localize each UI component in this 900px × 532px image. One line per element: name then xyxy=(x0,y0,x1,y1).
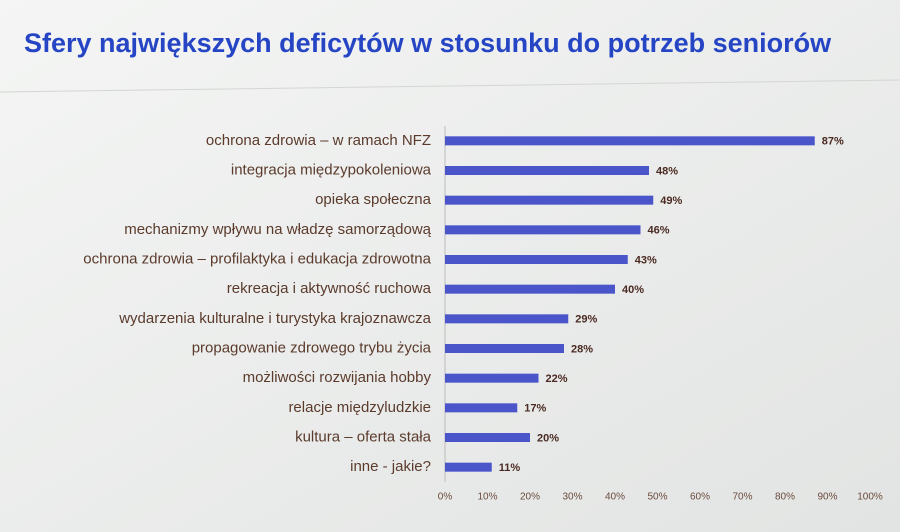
x-tick-label: 100% xyxy=(857,492,883,503)
x-tick-label: 50% xyxy=(647,492,667,503)
value-label: 48% xyxy=(656,165,678,177)
x-tick-label: 20% xyxy=(520,492,540,503)
x-tick-label: 30% xyxy=(562,492,582,503)
value-label: 28% xyxy=(571,343,593,355)
bar xyxy=(445,255,628,264)
category-label: ochrona zdrowia – w ramach NFZ xyxy=(206,132,431,149)
bar xyxy=(445,433,530,442)
category-label: wydarzenia kulturalne i turystyka krajoz… xyxy=(118,310,431,327)
x-tick-label: 80% xyxy=(775,492,795,503)
value-label: 17% xyxy=(524,403,546,415)
x-tick-label: 0% xyxy=(438,492,453,503)
value-label: 11% xyxy=(499,462,521,474)
x-tick-label: 10% xyxy=(477,492,497,503)
category-label: opieka społeczna xyxy=(315,191,432,208)
separator xyxy=(0,79,900,93)
value-label: 40% xyxy=(622,284,644,296)
category-label: mechanizmy wpływu na władzę samorządową xyxy=(124,221,431,238)
value-label: 87% xyxy=(822,136,844,148)
value-label: 20% xyxy=(537,432,559,444)
category-label: integracja międzypokoleniowa xyxy=(231,161,432,178)
category-label: kultura – oferta stała xyxy=(295,428,432,445)
bar xyxy=(445,284,615,294)
bar xyxy=(445,195,654,205)
bar xyxy=(445,225,641,235)
bar xyxy=(445,462,492,472)
category-label: inne - jakie? xyxy=(350,458,431,475)
bar xyxy=(445,166,649,175)
category-label: propagowanie zdrowego trybu życia xyxy=(192,339,432,356)
bar xyxy=(445,344,564,353)
bar xyxy=(445,403,518,413)
x-tick-label: 60% xyxy=(690,492,710,503)
value-label: 22% xyxy=(546,373,568,385)
value-label: 46% xyxy=(648,225,670,237)
category-label: rekreacja i aktywność ruchowa xyxy=(227,280,432,297)
value-label: 43% xyxy=(635,254,657,266)
value-label: 29% xyxy=(575,314,597,326)
category-label: relacje międzyludzkie xyxy=(288,399,431,416)
x-tick-label: 70% xyxy=(732,492,752,503)
x-tick-label: 40% xyxy=(605,492,625,503)
category-label: możliwości rozwijania hobby xyxy=(243,369,432,386)
chart-title: Sfery największych deficytów w stosunku … xyxy=(24,28,832,58)
value-label: 49% xyxy=(660,195,682,207)
category-label: ochrona zdrowia – profilaktyka i edukacj… xyxy=(83,250,431,267)
x-tick-label: 90% xyxy=(817,492,837,503)
bar xyxy=(445,373,539,383)
bar xyxy=(445,136,815,146)
bar xyxy=(445,314,569,324)
